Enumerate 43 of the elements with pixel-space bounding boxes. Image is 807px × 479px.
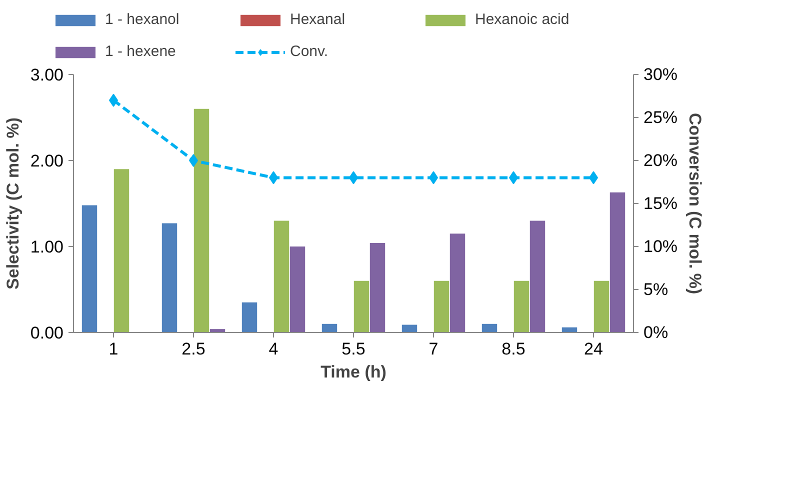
y2-tick-label: 5% [644,280,668,299]
bar [482,324,498,332]
y2-tick-label: 25% [644,108,678,127]
y-tick-label: 2.00 [30,152,64,170]
bar [370,243,386,332]
y2-axis-title: Conversion (C mol. %) [686,112,705,294]
legend-label: Hexanal [290,11,346,28]
y-tick-label: 1.00 [30,238,64,256]
bar [610,192,626,332]
y-tick-label: 0.00 [30,324,64,342]
y2-tick-label: 20% [644,151,678,170]
bar [530,220,546,332]
x-tick-label: 5.5 [342,340,366,358]
x-tick-label: 4 [268,340,278,358]
x-tick-label: 2.5 [182,340,206,358]
x-tick-label: 7 [428,340,438,358]
bar [290,246,306,332]
bar [274,220,290,332]
bar [514,280,530,332]
bar [162,223,178,332]
x-tick-label: 8.5 [502,340,526,358]
bar [450,234,466,332]
bar [194,108,210,332]
legend-label: Hexanoic acid [475,11,570,28]
x-tick-label: 24 [584,340,603,358]
bar [114,169,130,332]
bar [322,324,338,332]
y2-tick-label: 15% [644,194,678,213]
bar [354,280,370,332]
y-axis-title: Selectivity (C mol. %) [3,118,22,290]
bar [594,280,610,332]
legend-label: 1 - hexanol [105,11,180,28]
legend-label: 1 - hexene [105,43,177,60]
y2-tick-label: 10% [644,237,678,256]
legend-label: Conv. [290,43,330,60]
bar [242,302,258,332]
bar [434,280,450,332]
x-axis-title: Time (h) [320,362,386,382]
bar [82,205,98,332]
y2-tick-label: 30% [644,65,678,84]
x-tick-label: 1 [108,340,118,358]
y2-tick-label: 0% [644,323,668,342]
y-tick-label: 3.00 [30,66,64,84]
